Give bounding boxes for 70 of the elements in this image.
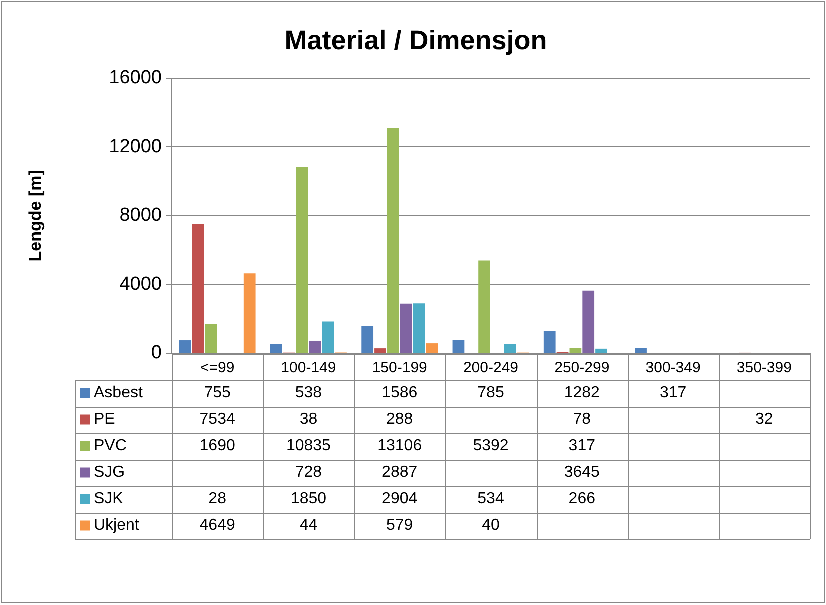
data-label: 38 bbox=[300, 411, 318, 428]
data-label: 13106 bbox=[378, 438, 422, 455]
x-tick-label: 200-249 bbox=[463, 360, 519, 377]
data-label: 1850 bbox=[290, 490, 327, 508]
bar bbox=[205, 324, 218, 353]
data-label: 78 bbox=[573, 411, 592, 428]
data-label: 2904 bbox=[382, 490, 418, 508]
data-label: 317 bbox=[660, 384, 687, 402]
bar bbox=[635, 348, 647, 353]
y-tick-label: 4000 bbox=[120, 274, 162, 295]
y-tick-label: 12000 bbox=[109, 136, 162, 158]
bar bbox=[570, 348, 582, 353]
data-label: 755 bbox=[204, 384, 232, 402]
data-label: 538 bbox=[295, 384, 322, 402]
data-label: 728 bbox=[295, 464, 322, 482]
y-tick-label: 0 bbox=[151, 342, 162, 364]
data-label: 4649 bbox=[200, 517, 236, 534]
x-tick-label: 100-149 bbox=[281, 360, 336, 377]
x-tick-label: 150-199 bbox=[372, 360, 428, 377]
bar bbox=[296, 167, 308, 353]
x-tick-label: 250-299 bbox=[554, 360, 610, 377]
data-label: 317 bbox=[568, 438, 596, 455]
bar bbox=[544, 331, 556, 353]
x-tick-label: 350-399 bbox=[736, 360, 792, 377]
y-tick-label: 16000 bbox=[109, 68, 162, 89]
data-label: 10835 bbox=[286, 438, 332, 455]
bar bbox=[400, 304, 412, 353]
data-label: 32 bbox=[756, 411, 774, 428]
bar bbox=[362, 326, 374, 353]
data-label: 44 bbox=[300, 517, 318, 534]
bar bbox=[413, 304, 426, 353]
data-label: 1282 bbox=[564, 384, 600, 402]
bar bbox=[478, 260, 490, 353]
y-axis-title: Lengde [m] bbox=[26, 170, 45, 262]
data-label: 5392 bbox=[473, 438, 509, 455]
x-tick-label: <=99 bbox=[200, 360, 235, 377]
legend-label: PE bbox=[94, 411, 116, 428]
legend-label: SJG bbox=[94, 464, 126, 482]
bar bbox=[374, 348, 386, 353]
data-label: 579 bbox=[386, 517, 414, 534]
bar bbox=[322, 322, 334, 353]
data-label: 40 bbox=[482, 517, 500, 534]
bar bbox=[192, 224, 204, 353]
data-label: 785 bbox=[478, 384, 504, 402]
bar bbox=[596, 348, 608, 353]
bar bbox=[582, 290, 595, 353]
data-label: 1586 bbox=[382, 384, 418, 402]
bar bbox=[387, 128, 400, 353]
bar bbox=[270, 344, 282, 353]
data-label: 7534 bbox=[200, 411, 236, 428]
bar bbox=[179, 340, 192, 353]
legend-label: Ukjent bbox=[94, 517, 140, 534]
bar bbox=[504, 344, 516, 353]
bar bbox=[244, 274, 256, 353]
data-label: 28 bbox=[208, 490, 227, 508]
data-label: 3645 bbox=[564, 464, 600, 482]
bar bbox=[426, 344, 438, 353]
x-tick-label: 300-349 bbox=[646, 360, 701, 377]
bar bbox=[452, 340, 465, 353]
y-tick-label: 8000 bbox=[120, 205, 162, 226]
data-label: 2887 bbox=[382, 464, 418, 482]
legend-label: Asbest bbox=[94, 384, 144, 402]
data-label: 288 bbox=[386, 411, 414, 428]
bar bbox=[309, 340, 322, 353]
data-label: 1690 bbox=[200, 438, 236, 455]
data-label: 534 bbox=[478, 490, 504, 508]
legend-label: SJK bbox=[94, 490, 124, 508]
chart-title: Material / Dimensjon bbox=[284, 26, 548, 56]
legend-label: PVC bbox=[94, 438, 127, 455]
data-label: 266 bbox=[568, 490, 596, 508]
